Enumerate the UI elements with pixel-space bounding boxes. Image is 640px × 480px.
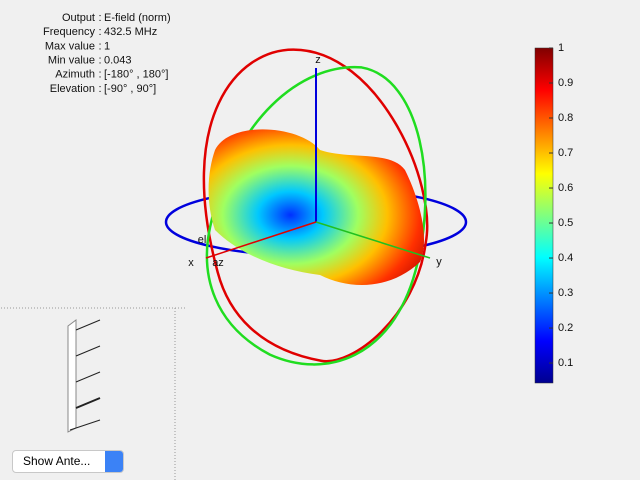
colorbar-tick-label: 0.4 — [558, 252, 573, 264]
axis-label: az — [212, 257, 224, 269]
colorbar-tick-label: 0.5 — [558, 217, 573, 229]
info-label: Output — [62, 12, 95, 24]
axis-label: x — [188, 257, 194, 269]
colorbar-tick-label: 1 — [558, 42, 564, 54]
colorbar-tick-label: 0.8 — [558, 112, 573, 124]
antenna-icon — [67, 319, 101, 433]
colorbar-tick-label: 0.2 — [558, 322, 573, 334]
info-separator: : — [98, 55, 101, 67]
colorbar-tick-label: 0.6 — [558, 182, 573, 194]
colorbar-tick-label: 0.7 — [558, 147, 573, 159]
info-value: 0.043 — [104, 55, 132, 67]
dropdown-label: Show Ante... — [23, 454, 91, 468]
info-separator: : — [98, 40, 101, 52]
info-label: Frequency — [43, 26, 95, 38]
colorbar — [534, 47, 554, 384]
axis-label: el — [198, 234, 207, 246]
info-value: [-90° , 90°] — [104, 83, 156, 95]
info-label: Max value — [45, 40, 95, 52]
dropdown[interactable]: Show Ante... — [12, 450, 124, 473]
info-value: E-field (norm) — [104, 12, 171, 24]
info-value: 432.5 MHz — [104, 26, 157, 38]
axis-label: z — [315, 54, 321, 66]
info-separator: : — [98, 26, 101, 38]
info-separator: : — [98, 83, 101, 95]
info-separator: : — [98, 69, 101, 81]
colorbar-tick-label: 0.3 — [558, 287, 573, 299]
info-label: Min value — [48, 55, 95, 67]
axis-label: y — [436, 256, 442, 268]
dropdown-button[interactable] — [105, 451, 123, 472]
y-axis — [315, 221, 431, 259]
info-label: Azimuth — [55, 69, 95, 81]
colorbar-tick-label: 0.9 — [558, 77, 573, 89]
x-axis — [205, 221, 317, 259]
colorbar-tick-label: 0.1 — [558, 357, 573, 369]
info-value: 1 — [104, 40, 110, 52]
info-value: [-180° , 180°] — [104, 69, 168, 81]
info-label: Elevation — [50, 83, 95, 95]
info-separator: : — [98, 12, 101, 24]
